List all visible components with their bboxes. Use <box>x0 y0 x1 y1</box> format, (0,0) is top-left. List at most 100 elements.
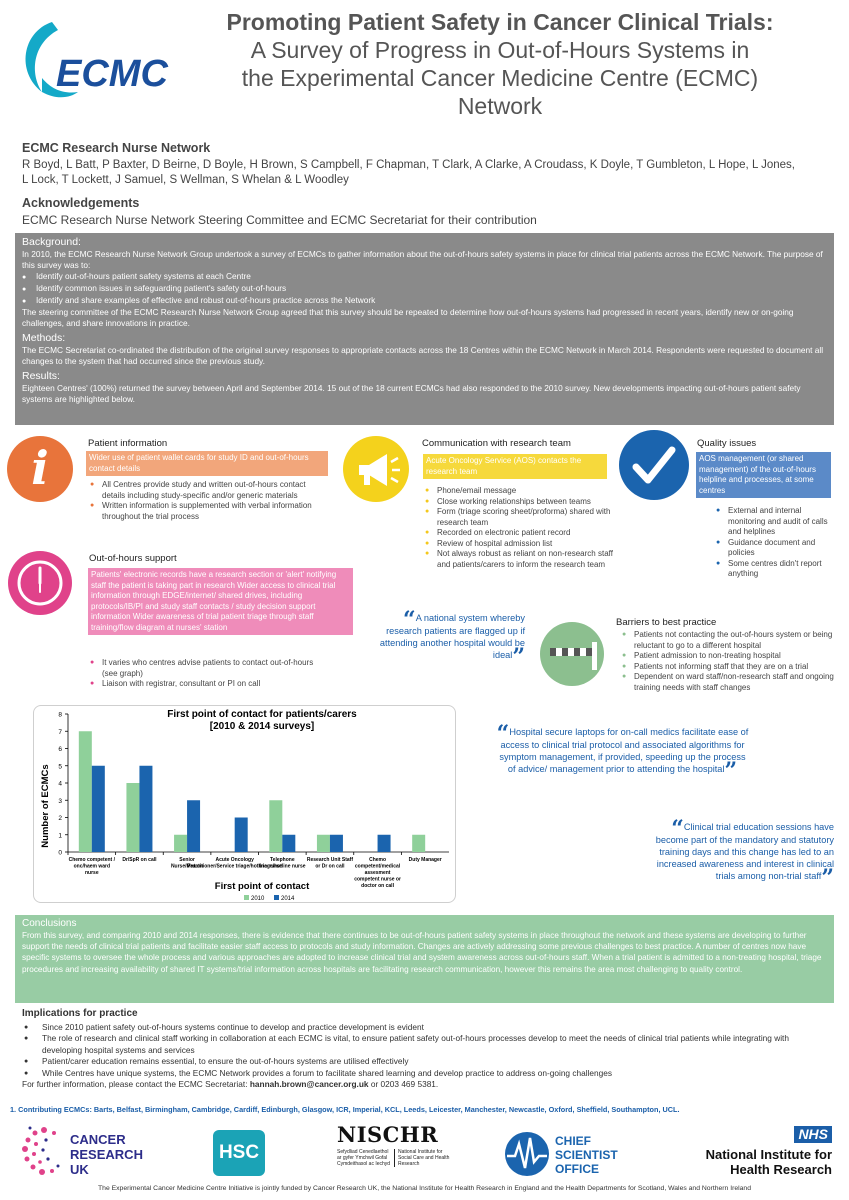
methods-heading: Methods: <box>22 332 66 344</box>
quote-text: A national system whereby research patie… <box>379 613 525 660</box>
conclusions-heading: Conclusions <box>22 918 77 929</box>
list-item: Identify common issues in safeguarding p… <box>22 283 827 295</box>
list-item: Patient/carer education remains essentia… <box>22 1056 822 1068</box>
authors-line-1: R Boyd, L Batt, P Baxter, D Beirne, D Bo… <box>22 159 795 171</box>
legend-swatch <box>274 895 279 900</box>
list-item: It varies who centres advise patients to… <box>90 658 330 679</box>
patient-info-highlight: Wider use of patient wallet cards for st… <box>86 451 328 476</box>
list-item: Identify and share examples of effective… <box>22 295 827 307</box>
x-tick-label: Practitioner/Service triage/hotline nurs… <box>187 864 282 870</box>
nischr-english: National Institute for Social Care and H… <box>398 1149 450 1167</box>
cso-line-1: CHIEF <box>555 1134 591 1148</box>
bar-2010 <box>174 834 188 852</box>
authors-line-2: L Lock, T Lockett, J Samuel, S Wellman, … <box>22 174 349 186</box>
patient-info-bullets: All Centres provide study and written ou… <box>90 480 330 522</box>
implications-section: Implications for practice Since 2010 pat… <box>22 1008 822 1091</box>
chart-ylabel: Number of ECMCs <box>40 764 51 847</box>
methods-text: The ECMC Secretariat co-ordinated the di… <box>22 345 824 366</box>
quote-national-system: “A national system whereby research pati… <box>370 609 525 668</box>
ack-text: ECMC Research Nurse Network Steering Com… <box>22 213 537 227</box>
x-tick-label: Duty Manager <box>409 857 442 863</box>
background-heading: Background: <box>22 236 81 248</box>
chart-subtitle: [2010 & 2014 surveys] <box>210 721 315 732</box>
cruk-line-3: UK <box>70 1162 89 1177</box>
close-quote-icon: ” <box>512 644 525 670</box>
barriers-title: Barriers to best practice <box>616 617 717 628</box>
bar-2014 <box>234 817 248 852</box>
chart-svg: First point of contact for patients/care… <box>40 709 449 902</box>
x-tick-label: or Dr on call <box>315 864 345 870</box>
y-tick-label: 1 <box>58 832 62 839</box>
funding-footer: The Experimental Cancer Medicine Centre … <box>98 1185 751 1192</box>
implications-bullets: Since 2010 patient safety out-of-hours s… <box>22 1022 822 1080</box>
list-item: Close working relationships between team… <box>425 497 615 508</box>
y-tick-label: 5 <box>58 763 62 770</box>
background-text-1: In 2010, the ECMC Research Nurse Network… <box>22 249 823 270</box>
authors-section: ECMC Research Nurse Network R Boyd, L Ba… <box>22 141 822 188</box>
bar-2014 <box>329 834 343 852</box>
communication-highlight: Acute Oncology Service (AOS) contacts th… <box>423 454 607 479</box>
bar-2014 <box>139 765 153 852</box>
bar-2010 <box>126 783 140 852</box>
chart-xlabel: First point of contact <box>215 881 310 892</box>
y-tick-label: 2 <box>58 815 62 822</box>
list-item: Liaison with registrar, consultant or PI… <box>90 679 330 690</box>
bar-2010 <box>412 834 426 852</box>
barrier-icon <box>540 622 604 686</box>
quote-education-sessions: “Clinical trial education sessions have … <box>650 818 834 889</box>
bar-2014 <box>282 834 296 852</box>
legend-label: 2010 <box>251 896 265 902</box>
ack-heading: Acknowledgements <box>22 196 140 210</box>
contact-prefix: For further information, please contact … <box>22 1079 250 1089</box>
contact-suffix: or 0203 469 5381. <box>368 1079 439 1089</box>
list-item: While Centres have unique systems, the E… <box>22 1068 822 1080</box>
contributing-ecmcs: 1. Contributing ECMCs: Barts, Belfast, B… <box>10 1105 680 1114</box>
patient-info-title: Patient information <box>88 438 168 449</box>
nihr-line-2: Health Research <box>730 1162 832 1177</box>
acknowledgements-section: Acknowledgements ECMC Research Nurse Net… <box>22 196 822 227</box>
x-tick-label: Chemo <box>369 857 386 863</box>
nihr-line-1: National Institute for <box>705 1147 832 1162</box>
first-contact-chart: First point of contact for patients/care… <box>33 705 456 903</box>
conclusions-box: Conclusions From this survey, and compar… <box>15 915 834 1003</box>
barriers-bullets: Patients not contacting the out-of-hours… <box>622 630 834 693</box>
list-item: Patients not informing staff that they a… <box>622 662 834 673</box>
bar-2014 <box>187 800 201 852</box>
x-tick-label: Research Unit Staff <box>307 857 353 863</box>
x-tick-label: competent nurse or <box>354 877 401 883</box>
info-icon: i <box>7 436 73 502</box>
legend-label: 2014 <box>281 896 295 902</box>
bar-2010 <box>316 834 330 852</box>
x-tick-label: assesment <box>365 870 391 876</box>
list-item: Patients not contacting the out-of-hours… <box>622 630 834 651</box>
x-tick-label: Dr/SpR on call <box>122 857 157 863</box>
y-tick-label: 7 <box>58 729 62 736</box>
list-item: External and internal monitoring and aud… <box>716 506 828 538</box>
results-heading: Results: <box>22 370 60 382</box>
list-item: Some centres didn't report anything <box>716 559 828 580</box>
megaphone-icon <box>343 436 409 502</box>
y-tick-label: 8 <box>58 712 62 719</box>
bar-2014 <box>91 765 105 852</box>
cso-line-2: SCIENTIST <box>555 1148 618 1162</box>
title-line-2: A Survey of Progress in Out-of-Hours Sys… <box>250 37 750 63</box>
x-tick-label: Telephone <box>270 857 295 863</box>
quality-highlight: AOS management (or shared management) of… <box>696 452 831 498</box>
background-box: Background: In 2010, the ECMC Research N… <box>15 233 834 425</box>
communication-bullets: Phone/email message Close working relati… <box>425 486 615 570</box>
ooh-support-highlight: Patients' electronic records have a rese… <box>88 568 353 635</box>
quote-text: Hospital secure laptops for on-call medi… <box>499 727 749 774</box>
x-tick-label: triage/hotline nurse <box>259 864 306 870</box>
ecmc-logo: ECMC <box>12 14 187 104</box>
x-tick-label: onc/haem ward <box>74 864 110 870</box>
network-heading: ECMC Research Nurse Network <box>22 141 211 155</box>
hsc-logo: HSC <box>213 1130 265 1176</box>
contact-email-link[interactable]: hannah.brown@cancer.org.uk <box>249 1079 369 1089</box>
list-item: Guidance document and policies <box>716 538 828 559</box>
list-item: The role of research and clinical staff … <box>22 1033 822 1056</box>
conclusions-text: From this survey, and comparing 2010 and… <box>22 931 822 974</box>
y-tick-label: 3 <box>58 798 62 805</box>
y-tick-label: 0 <box>58 850 62 857</box>
quality-title: Quality issues <box>697 438 757 449</box>
list-item: Identify out-of-hours patient safety sys… <box>22 271 827 283</box>
